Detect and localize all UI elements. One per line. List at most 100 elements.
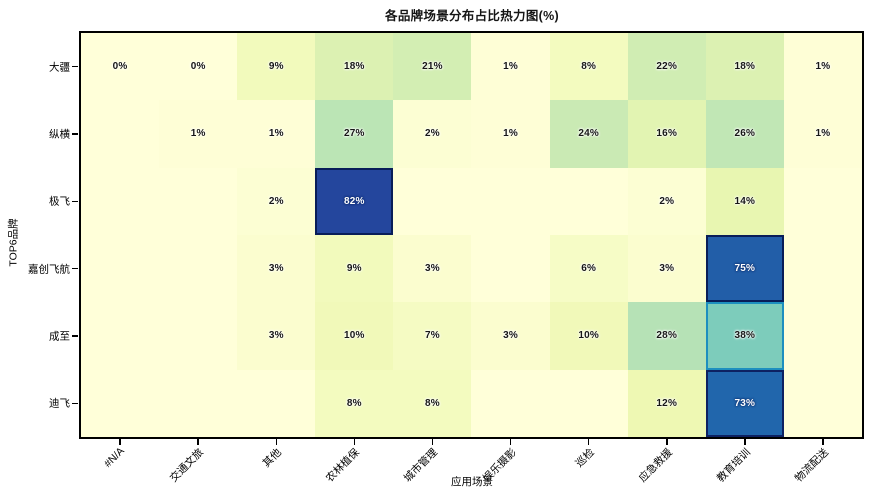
y-tick	[72, 267, 78, 270]
cell-value: 0%	[190, 61, 206, 73]
cell-value: 3%	[659, 263, 675, 275]
heatmap-cell: 6%	[549, 235, 628, 303]
heatmap-cell: 1%	[159, 100, 238, 168]
cell-value: 1%	[815, 61, 831, 73]
cell-value: 12%	[656, 397, 678, 409]
heatmap-cell	[783, 302, 862, 370]
heatmap-cell: 2%	[393, 100, 472, 168]
heatmap-cell	[81, 100, 160, 168]
heatmap-cell	[81, 235, 160, 303]
y-tick	[72, 200, 78, 203]
x-tick	[666, 439, 668, 445]
y-tick-label: 嘉创飞航	[28, 263, 70, 276]
heatmap-cell	[783, 235, 862, 303]
y-tick-label: 迪飞	[49, 397, 70, 410]
cell-value: 82%	[344, 195, 365, 207]
heatmap-cell: 18%	[705, 33, 784, 101]
cell-value: 21%	[422, 61, 443, 73]
cell-value: 3%	[503, 330, 518, 342]
y-tick	[72, 133, 78, 135]
cell-value: 3%	[268, 330, 284, 342]
heatmap-cell	[159, 302, 238, 370]
x-tick	[509, 439, 512, 445]
x-tick	[119, 439, 121, 445]
heatmap-cell: 0%	[159, 33, 238, 101]
heatmap-cell: 75%	[705, 235, 784, 303]
heatmap-cell: 10%	[549, 302, 628, 370]
heatmap-cell	[549, 369, 628, 437]
heatmap-cell: 1%	[783, 33, 862, 101]
heatmap-cell	[471, 167, 550, 235]
cell-value: 8%	[425, 397, 440, 409]
heatmap-cell: 9%	[315, 235, 394, 303]
cell-value: 16%	[656, 128, 678, 140]
heatmap-cell	[237, 369, 316, 437]
x-tick	[353, 439, 356, 445]
x-tick	[744, 439, 746, 445]
heatmap-cell	[393, 167, 472, 235]
heatmap-cell: 38%	[705, 302, 784, 370]
cell-value: 73%	[734, 397, 756, 409]
cell-value: 1%	[503, 128, 518, 140]
cell-value: 10%	[578, 330, 599, 342]
cell-value: 27%	[344, 128, 365, 140]
heatmap-cell: 3%	[471, 302, 550, 370]
heatmap-cell	[549, 167, 628, 235]
heatmap-cell: 3%	[237, 235, 316, 303]
heatmap-cell: 26%	[705, 100, 784, 168]
heatmap-cell: 3%	[393, 235, 472, 303]
heatmap-cell: 2%	[237, 167, 316, 235]
cell-value: 28%	[656, 330, 678, 342]
cell-value: 9%	[346, 263, 362, 275]
cell-value: 3%	[425, 263, 440, 275]
heatmap-cell: 24%	[549, 100, 628, 168]
heatmap-cell	[159, 369, 238, 437]
y-tick-label: 纵横	[49, 128, 70, 141]
cell-value: 10%	[344, 330, 365, 342]
heatmap-cell: 27%	[315, 100, 394, 168]
heatmap-cell: 1%	[471, 33, 550, 101]
x-tick	[275, 439, 277, 445]
heatmap-cell: 1%	[471, 100, 550, 168]
heatmap-cell	[471, 235, 550, 303]
cell-value: 18%	[344, 61, 365, 73]
cell-value: 75%	[734, 263, 756, 275]
heatmap-cell: 2%	[627, 167, 706, 235]
cell-value: 9%	[268, 61, 284, 73]
heatmap-cell: 10%	[315, 302, 394, 370]
y-tick-label: 大疆	[49, 61, 70, 74]
heatmap-cell: 8%	[393, 369, 472, 437]
cell-value: 6%	[581, 263, 597, 275]
plot-area: 0% 0% 9% 18% 21% 1% 8% 22% 18% 1% 1% 1% 27% 2% 1% 24% 16…	[79, 31, 864, 439]
chart-title: 各品牌场景分布占比热力图(%)	[385, 9, 559, 23]
heatmap-cell: 3%	[237, 302, 316, 370]
cell-value: 2%	[425, 128, 440, 140]
cell-value: 0%	[112, 61, 128, 73]
heatmap-cell: 28%	[627, 302, 706, 370]
y-tick	[72, 335, 78, 337]
cell-value: 18%	[734, 61, 756, 73]
heatmap-cell: 73%	[705, 369, 784, 437]
heatmap-cell: 22%	[627, 33, 706, 101]
x-tick	[822, 439, 824, 445]
cell-value: 1%	[190, 128, 206, 140]
heatmap-cell	[159, 235, 238, 303]
y-tick-label: 成至	[49, 330, 70, 343]
cell-value: 1%	[503, 61, 518, 73]
heatmap-cell	[159, 167, 238, 235]
heatmap-cell: 1%	[237, 100, 316, 168]
heatmap-cell: 12%	[627, 369, 706, 437]
heatmap-cell: 8%	[315, 369, 394, 437]
heatmap-cell	[783, 167, 862, 235]
cell-value: 24%	[578, 128, 599, 140]
y-tick-label: 极飞	[49, 195, 70, 208]
cell-value: 2%	[268, 195, 284, 207]
heatmap-cell: 14%	[705, 167, 784, 235]
y-tick	[72, 402, 78, 405]
x-tick	[431, 439, 434, 445]
cell-value: 2%	[659, 195, 675, 207]
heatmap-cell: 82%	[315, 167, 394, 235]
heatmap-cell: 16%	[627, 100, 706, 168]
heatmap-cell: 7%	[393, 302, 472, 370]
